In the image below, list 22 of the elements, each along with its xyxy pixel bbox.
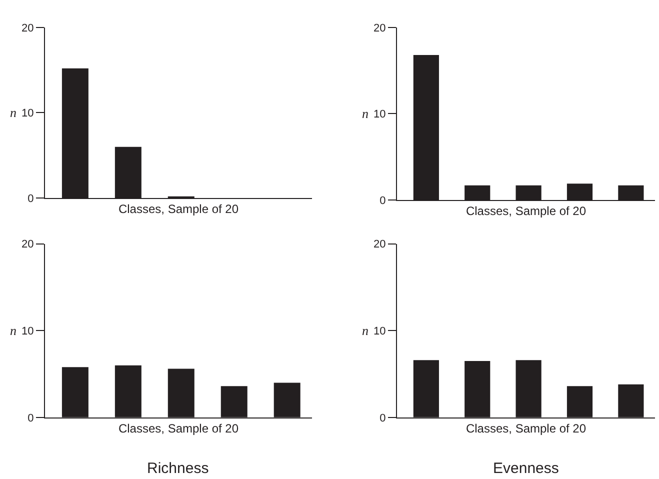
x-axis-title: Classes, Sample of 20 xyxy=(466,204,586,218)
y-tick-label: 0 xyxy=(380,412,386,424)
y-tick-label: 20 xyxy=(22,22,34,34)
y-axis-title: n xyxy=(10,323,16,338)
y-tick-label: 0 xyxy=(28,192,34,205)
y-axis-title: n xyxy=(362,323,368,338)
y-axis-title: n xyxy=(362,106,368,121)
y-tick-label: 0 xyxy=(28,412,34,424)
y-tick-label: 10 xyxy=(374,108,386,121)
y-tick-label: 10 xyxy=(22,325,34,338)
y-axis-title: n xyxy=(10,105,16,120)
x-axis-title: Classes, Sample of 20 xyxy=(466,422,586,436)
y-tick-label: 20 xyxy=(374,22,386,34)
y-tick-label: 10 xyxy=(22,108,34,120)
y-tick-label: 10 xyxy=(374,325,386,338)
text: Evenness xyxy=(493,460,559,477)
y-tick-label: 20 xyxy=(374,238,386,251)
text: Richness xyxy=(147,460,209,477)
y-tick-label: 20 xyxy=(22,238,34,251)
x-axis-title: Classes, Sample of 20 xyxy=(118,202,239,216)
x-axis-title: Classes, Sample of 20 xyxy=(118,422,239,436)
y-tick-label: 0 xyxy=(380,194,386,207)
